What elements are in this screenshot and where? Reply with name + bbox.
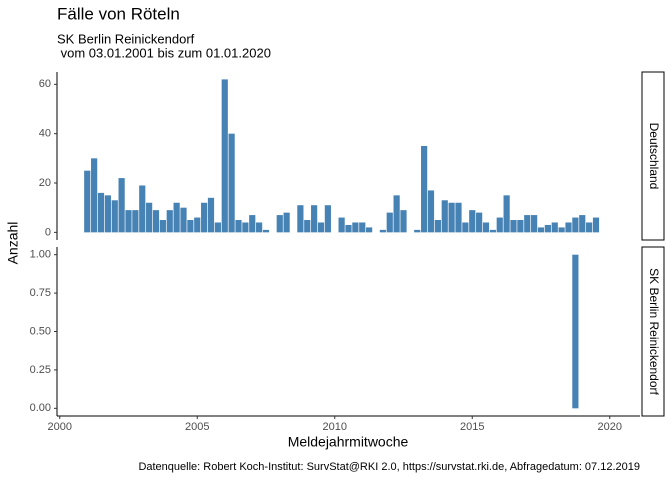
bar: [565, 222, 572, 233]
chart-title: Fälle von Röteln: [57, 4, 180, 23]
bar: [297, 205, 304, 233]
caption: Datenquelle: Robert Koch-Institut: SurvS…: [138, 461, 640, 473]
bar: [462, 222, 469, 233]
bar: [214, 222, 221, 233]
bar: [256, 222, 263, 233]
bar: [235, 220, 242, 233]
bar: [476, 212, 483, 233]
x-tick-label: 2020: [598, 421, 622, 433]
bar: [249, 215, 256, 233]
x-axis-label: Meldejahrmitwoche: [288, 434, 409, 450]
bar: [544, 224, 551, 233]
bar: [414, 229, 421, 233]
bar: [427, 190, 435, 233]
bar: [469, 210, 476, 233]
bar: [97, 192, 105, 233]
bar: [104, 195, 111, 233]
bar: [503, 195, 510, 233]
y-tick-label: 40: [39, 128, 51, 140]
bar: [455, 202, 462, 233]
bar: [276, 215, 283, 233]
bar: [146, 202, 153, 233]
y-tick-label: 0.50: [30, 325, 51, 337]
bar: [228, 133, 235, 233]
bar: [448, 202, 455, 233]
y-tick-label: 60: [39, 78, 51, 90]
bar: [262, 229, 270, 233]
bar: [482, 222, 490, 233]
strip: [641, 71, 665, 241]
bar: [517, 220, 524, 233]
bar: [421, 146, 428, 233]
y-tick-label: 20: [39, 177, 51, 189]
bar: [201, 202, 208, 233]
x-tick-label: 2000: [48, 421, 72, 433]
bar: [586, 222, 593, 233]
bar: [366, 227, 373, 233]
bar: [139, 185, 146, 233]
bar: [207, 197, 215, 233]
bar: [579, 215, 586, 233]
bar: [592, 217, 600, 233]
bar: [187, 220, 194, 233]
y-tick-label: 0: [45, 226, 51, 238]
y-tick-label: 0.75: [30, 287, 51, 299]
bar: [311, 205, 318, 233]
bar: [572, 217, 579, 233]
bar: [345, 224, 352, 233]
bar: [242, 222, 249, 233]
subtitle: vom 03.01.2001 bis zum 01.01.2020: [57, 45, 271, 60]
x-tick-label: 2005: [185, 421, 209, 433]
bar: [152, 210, 160, 233]
strip-label: Deutschland: [647, 123, 661, 190]
bar: [132, 210, 139, 233]
bar: [510, 220, 517, 233]
bar: [558, 227, 565, 233]
bar: [111, 200, 118, 233]
bar: [393, 195, 400, 233]
bar: [434, 220, 441, 233]
bar: [551, 222, 558, 233]
bar: [194, 217, 201, 233]
bar: [324, 205, 331, 233]
bar: [317, 222, 325, 233]
bar: [125, 210, 132, 233]
y-tick-label: 1.00: [30, 249, 51, 261]
bar: [400, 210, 407, 233]
bar: [572, 254, 579, 409]
y-axis-label: Anzahl: [5, 222, 21, 265]
y-tick-label: 0.00: [30, 402, 51, 414]
x-tick-label: 2010: [323, 421, 347, 433]
subtitle: SK Berlin Reinickendorf: [57, 31, 195, 46]
strip: [641, 246, 665, 417]
x-tick-label: 2015: [460, 421, 484, 433]
strip-label: SK Berlin Reinickendorf: [647, 268, 661, 395]
bar: [283, 212, 290, 233]
y-tick-label: 0.25: [30, 364, 51, 376]
bar: [118, 178, 125, 233]
bar: [91, 158, 98, 233]
bar: [441, 200, 448, 233]
bar: [496, 217, 503, 233]
bar: [386, 212, 393, 233]
bar: [84, 170, 91, 233]
bar: [379, 229, 386, 233]
bar: [489, 229, 496, 233]
bar: [221, 79, 228, 233]
bar: [304, 220, 311, 233]
bar: [166, 210, 173, 233]
bar: [180, 207, 187, 233]
bar: [524, 215, 531, 233]
bar: [352, 222, 359, 233]
bar: [173, 202, 180, 233]
bar: [359, 222, 366, 233]
bar: [531, 215, 538, 233]
bar: [159, 220, 166, 233]
bar: [537, 227, 545, 233]
bar: [338, 217, 345, 233]
